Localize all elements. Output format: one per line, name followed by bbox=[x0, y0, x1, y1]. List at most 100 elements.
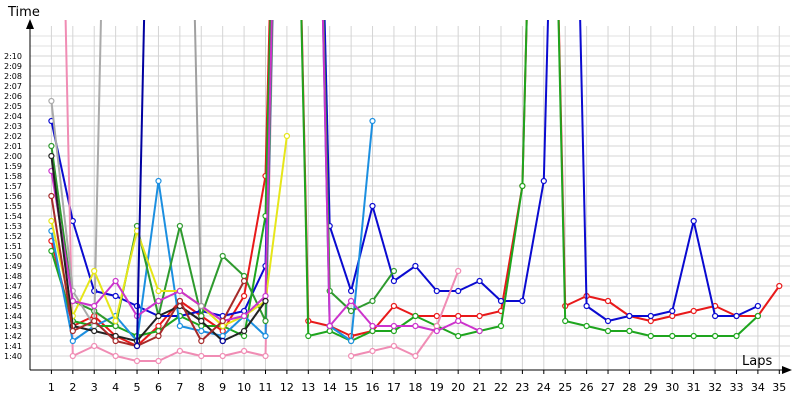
data-point bbox=[198, 317, 205, 325]
data-point bbox=[219, 327, 226, 335]
data-point bbox=[669, 312, 676, 320]
y-axis-title: Time bbox=[7, 5, 40, 20]
data-point bbox=[690, 217, 697, 225]
x-tick-label: 17 bbox=[387, 381, 401, 394]
data-point bbox=[390, 342, 397, 350]
x-tick-label: 28 bbox=[622, 381, 636, 394]
data-point bbox=[219, 337, 226, 345]
data-point bbox=[326, 322, 333, 330]
y-tick-label: 1:40 bbox=[4, 352, 22, 361]
data-point bbox=[647, 332, 654, 340]
data-point bbox=[241, 332, 248, 340]
data-point bbox=[262, 317, 269, 325]
data-point bbox=[133, 342, 141, 350]
y-tick-label: 2:02 bbox=[4, 132, 22, 141]
data-point bbox=[262, 332, 269, 340]
y-tick-label: 1:43 bbox=[4, 322, 22, 331]
data-point bbox=[69, 337, 76, 345]
y-tick-label: 2:04 bbox=[4, 112, 22, 121]
y-tick-label: 1:54 bbox=[4, 212, 22, 221]
data-point bbox=[776, 282, 783, 290]
x-tick-label: 4 bbox=[112, 381, 119, 394]
data-point bbox=[219, 352, 226, 360]
data-point bbox=[390, 327, 397, 335]
data-point bbox=[433, 327, 440, 335]
data-point bbox=[733, 332, 740, 340]
data-point bbox=[369, 322, 376, 330]
data-point bbox=[390, 267, 397, 275]
x-tick-label: 5 bbox=[134, 381, 141, 394]
data-point bbox=[69, 327, 76, 335]
data-point bbox=[155, 287, 162, 295]
data-point bbox=[219, 317, 226, 325]
axes: Time Laps bbox=[7, 5, 792, 374]
data-point bbox=[455, 312, 462, 320]
x-tick-label: 32 bbox=[708, 381, 722, 394]
data-point bbox=[91, 302, 98, 310]
data-point bbox=[690, 332, 697, 340]
grid-lines bbox=[30, 26, 790, 374]
data-point bbox=[412, 262, 419, 270]
data-point bbox=[241, 277, 248, 285]
data-point bbox=[133, 357, 141, 365]
data-point bbox=[476, 327, 483, 335]
data-point bbox=[562, 317, 569, 325]
data-point bbox=[519, 297, 526, 305]
data-point bbox=[433, 287, 440, 295]
data-point bbox=[48, 247, 55, 255]
x-tick-label: 16 bbox=[366, 381, 380, 394]
x-tick-label: 13 bbox=[301, 381, 315, 394]
x-tick-label: 9 bbox=[219, 381, 226, 394]
y-tick-label: 1:51 bbox=[4, 242, 22, 251]
y-tick-label: 2:08 bbox=[4, 72, 22, 81]
data-point bbox=[241, 312, 248, 320]
x-tick-label: 11 bbox=[258, 381, 272, 394]
x-tick-label: 1 bbox=[48, 381, 55, 394]
data-point bbox=[540, 177, 547, 185]
data-point bbox=[48, 142, 55, 150]
data-point bbox=[155, 332, 162, 340]
series-line bbox=[50, 20, 759, 322]
data-point bbox=[455, 332, 462, 340]
data-point bbox=[91, 327, 98, 335]
data-point bbox=[198, 322, 205, 330]
data-point bbox=[390, 322, 397, 330]
x-tick-label: 15 bbox=[344, 381, 358, 394]
data-point bbox=[412, 312, 419, 320]
x-tick-label: 6 bbox=[155, 381, 162, 394]
x-tick-label: 8 bbox=[198, 381, 205, 394]
data-point bbox=[369, 117, 376, 125]
x-tick-label: 12 bbox=[280, 381, 294, 394]
data-point bbox=[241, 292, 248, 300]
data-point bbox=[69, 217, 76, 225]
series-12 bbox=[48, 192, 248, 350]
y-tick-label: 1:53 bbox=[4, 222, 22, 231]
data-point bbox=[455, 317, 462, 325]
data-point bbox=[241, 307, 248, 315]
x-axis-arrow bbox=[782, 366, 792, 374]
x-tick-label: 35 bbox=[772, 381, 786, 394]
y-tick-label: 1:47 bbox=[4, 282, 22, 291]
x-tick-label: 27 bbox=[601, 381, 615, 394]
x-tick-label: 24 bbox=[537, 381, 551, 394]
data-point bbox=[647, 312, 654, 320]
y-tick-label: 2:03 bbox=[4, 122, 22, 131]
x-tick-labels: 1 2 3 4 5 6 7 8 9 10 11 12 13 14 15 16 17 18 19 20 21 22 23 24 2… bbox=[48, 381, 786, 394]
series-line bbox=[50, 195, 245, 347]
data-point bbox=[241, 272, 248, 280]
x-tick-label: 34 bbox=[751, 381, 765, 394]
data-point bbox=[155, 297, 162, 305]
data-point bbox=[348, 352, 355, 360]
y-tick-label: 2:07 bbox=[4, 82, 22, 91]
y-tick-label: 1:52 bbox=[4, 232, 22, 241]
data-point bbox=[198, 337, 205, 345]
data-point bbox=[583, 302, 590, 310]
data-point bbox=[219, 252, 226, 260]
data-point bbox=[754, 312, 762, 320]
data-point bbox=[369, 347, 376, 355]
y-tick-label: 1:42 bbox=[4, 332, 22, 341]
x-tick-label: 26 bbox=[580, 381, 594, 394]
x-tick-label: 30 bbox=[665, 381, 679, 394]
data-point bbox=[733, 312, 740, 320]
y-tick-label: 2:05 bbox=[4, 102, 22, 111]
